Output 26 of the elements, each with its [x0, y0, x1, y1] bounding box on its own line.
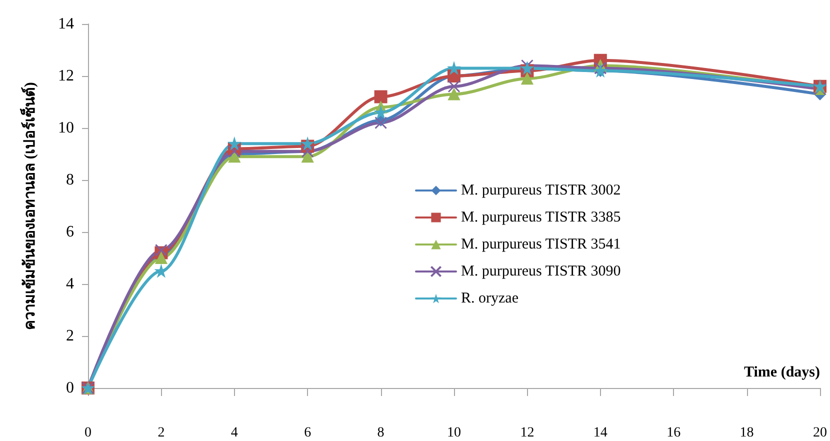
x-tick-label: 18	[740, 426, 754, 440]
legend-label: M. purpureus TISTR 3385	[461, 210, 621, 226]
x-tick-label: 0	[84, 426, 92, 440]
x-tick-label: 6	[304, 426, 312, 440]
y-axis-title: ความเข้มข้นของเอทานอล (เปอร์เซ็นต์)	[20, 82, 38, 330]
x-tick-label: 2	[158, 426, 165, 440]
legend-label: M. purpureus TISTR 3090	[461, 264, 621, 280]
legend-label: M. purpureus TISTR 3002	[461, 182, 621, 198]
y-tick-label: 0	[66, 380, 74, 396]
x-tick-label: 8	[377, 426, 384, 440]
legend-label: M. purpureus TISTR 3541	[461, 236, 621, 252]
y-tick-label: 2	[66, 328, 74, 344]
x-tick-label: 16	[666, 426, 681, 440]
x-tick-label: 4	[230, 426, 238, 440]
x-tick-label: 10	[447, 426, 461, 440]
y-tick-label: 10	[58, 120, 74, 136]
x-tick-label: 20	[813, 426, 827, 440]
x-tick-label: 12	[520, 426, 534, 440]
legend-label: R. oryzae	[461, 290, 519, 306]
y-tick-label: 6	[66, 224, 74, 240]
y-tick-label: 12	[58, 68, 74, 84]
y-tick-label: 4	[66, 276, 74, 292]
y-tick-label: 8	[66, 172, 74, 188]
x-axis-title: Time (days)	[744, 364, 820, 380]
y-tick-label: 14	[58, 16, 74, 32]
x-tick-label: 14	[593, 426, 608, 440]
